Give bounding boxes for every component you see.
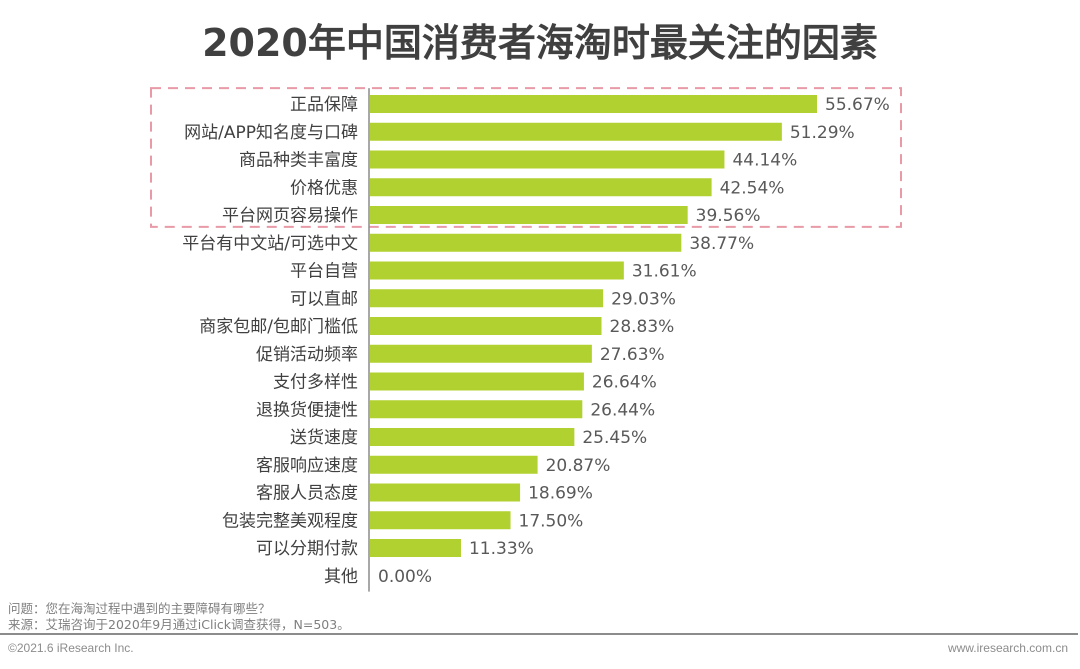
value-label: 26.44%	[590, 400, 655, 420]
value-label: 18.69%	[528, 484, 593, 504]
value-label: 0.00%	[378, 567, 432, 587]
category-label: 平台网页容易操作	[222, 206, 358, 226]
footer-divider	[0, 633, 1078, 635]
bar	[370, 511, 511, 530]
bar	[370, 178, 712, 197]
category-label: 促销活动频率	[256, 345, 358, 365]
category-label: 商家包邮/包邮门槛低	[199, 317, 358, 337]
category-label: 客服响应速度	[256, 456, 358, 476]
bar	[370, 428, 575, 446]
value-label: 17.50%	[519, 511, 584, 531]
category-label: 包装完整美观程度	[222, 511, 358, 531]
bar	[370, 455, 538, 474]
bars-group: 正品保障 55.67% 网站/APP知名度与口碑 51.29% 商品种类丰富度 44.14…	[182, 95, 890, 587]
value-label: 20.87%	[546, 456, 611, 476]
bar	[370, 539, 461, 557]
category-label: 平台有中文站/可选中文	[182, 234, 358, 254]
value-label: 27.63%	[600, 345, 665, 365]
value-label: 44.14%	[732, 151, 797, 171]
value-label: 39.56%	[696, 206, 761, 226]
bar	[370, 400, 583, 419]
category-label: 可以分期付款	[256, 539, 358, 559]
category-label: 客服人员态度	[256, 484, 358, 504]
bar	[370, 261, 624, 280]
bar	[370, 317, 602, 335]
chart-title: 2020年中国消费者海淘时最关注的因素	[202, 21, 878, 65]
value-label: 26.64%	[592, 373, 657, 393]
bar	[370, 372, 584, 391]
source-note: 来源：艾瑞咨询于2020年9月通过iClick调查获得，N=503。	[8, 617, 350, 632]
bar	[370, 344, 592, 363]
category-label: 正品保障	[290, 95, 358, 115]
category-label: 平台自营	[290, 262, 358, 282]
category-label: 其他	[324, 567, 358, 587]
question-note: 问题：您在海淘过程中遇到的主要障碍有哪些？	[8, 601, 271, 616]
value-label: 11.33%	[469, 539, 534, 559]
bar	[370, 95, 818, 113]
value-label: 55.67%	[825, 95, 890, 115]
value-label: 42.54%	[720, 178, 785, 198]
bar	[370, 233, 682, 252]
category-label: 支付多样性	[273, 373, 358, 393]
value-label: 25.45%	[582, 428, 647, 448]
category-label: 价格优惠	[290, 178, 358, 198]
value-label: 51.29%	[790, 123, 855, 143]
bar	[370, 206, 688, 224]
value-label: 29.03%	[611, 289, 676, 309]
category-label: 网站/APP知名度与口碑	[184, 123, 358, 143]
bar	[370, 289, 604, 308]
bar	[370, 483, 521, 502]
category-label: 退换货便捷性	[256, 400, 358, 420]
category-label: 可以直邮	[290, 289, 358, 309]
copyright-text: ©2021.6 iResearch Inc.	[8, 641, 134, 655]
category-label: 商品种类丰富度	[239, 151, 358, 171]
bar	[370, 122, 782, 141]
category-label: 送货速度	[290, 428, 358, 448]
website-text: www.iresearch.com.cn	[947, 641, 1068, 655]
highlight-box	[150, 87, 902, 228]
bar	[370, 150, 725, 169]
value-label: 38.77%	[689, 234, 754, 254]
value-label: 31.61%	[632, 262, 697, 282]
value-label: 28.83%	[610, 317, 675, 337]
